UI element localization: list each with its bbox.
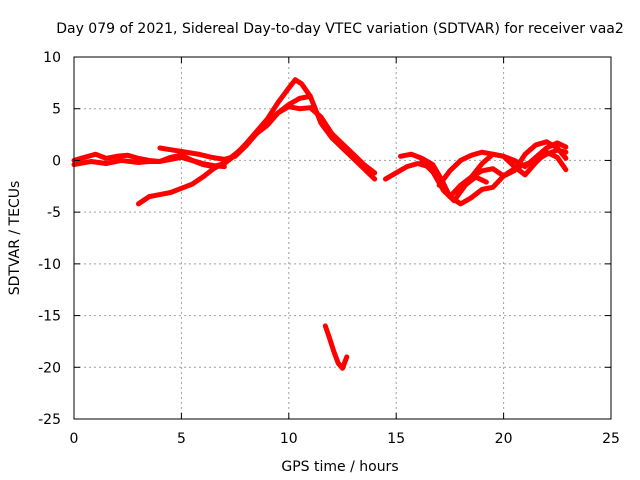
y-axis-label: SDTVAR / TECUs xyxy=(7,181,23,296)
series-arc-5 xyxy=(322,323,350,371)
series-arc-4 xyxy=(157,104,378,176)
series-arc-9 xyxy=(458,149,569,194)
grid-layer xyxy=(74,57,611,419)
chart-title: Day 079 of 2021, Sidereal Day-to-day VTE… xyxy=(56,21,624,37)
y-tick-label: 10 xyxy=(43,50,61,66)
x-tick-label: 20 xyxy=(495,431,513,447)
y-tick-label: 5 xyxy=(52,102,61,118)
x-tick-label: 25 xyxy=(602,431,620,447)
x-tick-label: 0 xyxy=(70,431,79,447)
tick-layer: 0 5 10 15 20 25 10 5 0 -5 -10 -15 -20 -25 xyxy=(38,50,620,447)
series-arc-7 xyxy=(397,139,569,200)
series-layer xyxy=(71,77,569,371)
x-tick-label: 15 xyxy=(387,431,405,447)
x-tick-label: 5 xyxy=(177,431,186,447)
series-arc-2 xyxy=(71,154,227,170)
y-tick-label: -10 xyxy=(38,257,61,273)
x-tick-label: 10 xyxy=(280,431,298,447)
series-arc-10 xyxy=(419,158,489,204)
y-tick-label: 0 xyxy=(52,153,61,169)
y-tick-label: -20 xyxy=(38,360,61,376)
y-tick-label: -25 xyxy=(38,412,61,428)
plot-frame xyxy=(73,56,612,420)
y-tick-label: -15 xyxy=(38,309,61,325)
x-axis-label: GPS time / hours xyxy=(281,459,398,475)
y-tick-label: -5 xyxy=(47,205,61,221)
